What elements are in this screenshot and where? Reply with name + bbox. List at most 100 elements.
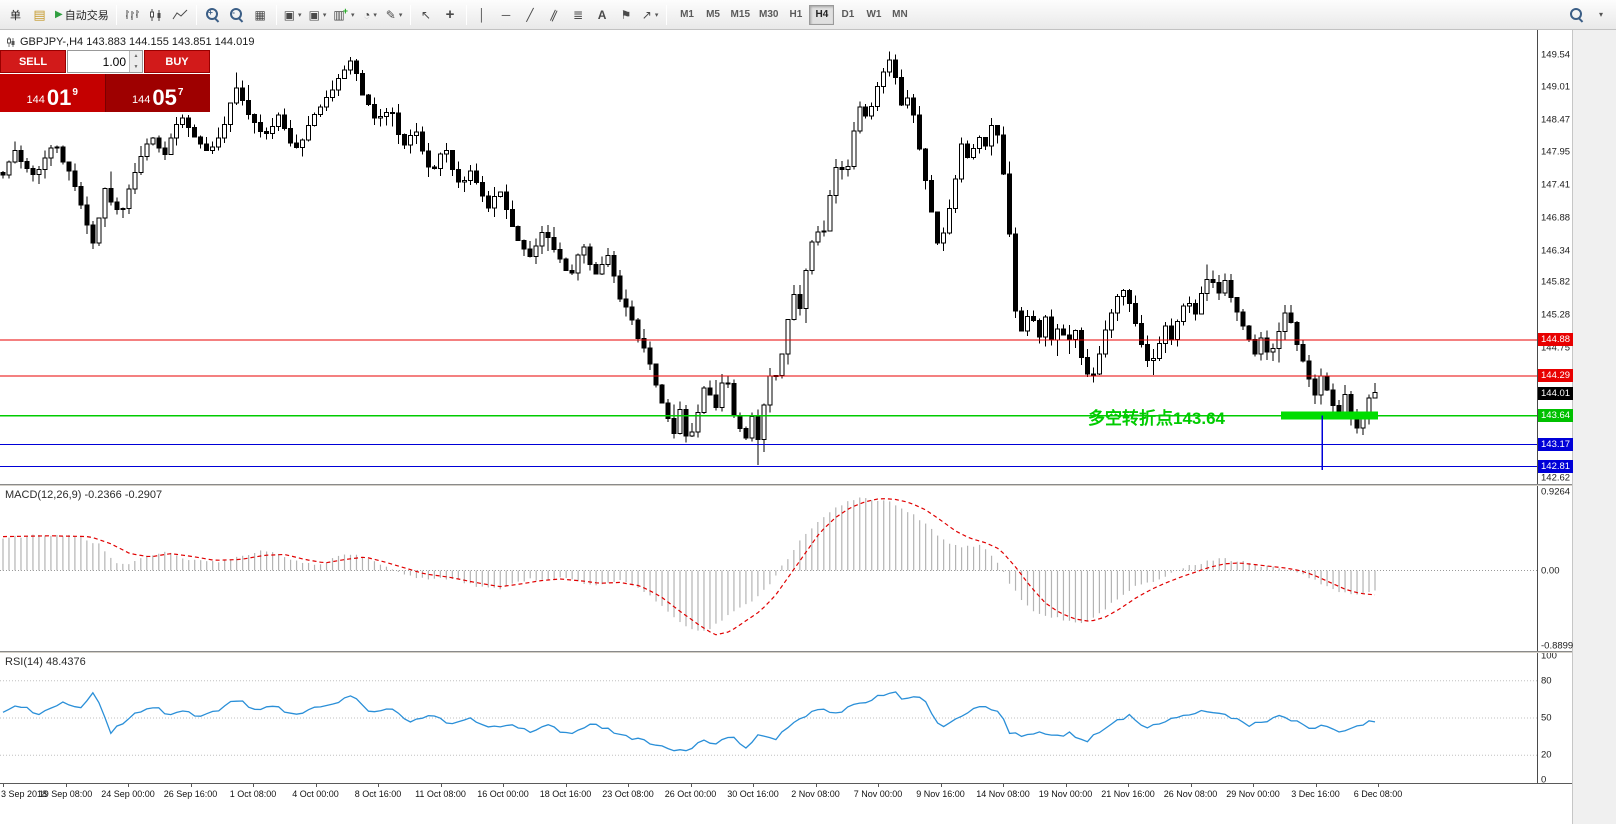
clock-icon: ◔ [363,7,371,22]
timeframe-m15[interactable]: M15 [727,5,754,25]
timeframe-mn[interactable]: MN [887,5,912,25]
vertical-line-button[interactable]: │ [471,3,494,27]
crosshair-button[interactable]: + [439,3,462,27]
toolbar-separator [195,4,197,25]
horizontal-line-button[interactable]: ─ [495,3,518,27]
label-tool-button[interactable]: ⚑ [615,3,638,27]
time-axis-label: 3 Sep 2018 [1,789,48,799]
order-stack-button[interactable]: ▤ [28,3,51,27]
arrange-windows-button[interactable]: ▣ ▾ [306,3,330,27]
cascade-windows-button[interactable]: ▣ ▾ [281,3,305,27]
new-order-button[interactable]: 单 [4,3,27,27]
arrow-icon: ↗ [641,7,652,22]
channel-button[interactable]: ∥ [543,3,566,27]
time-axis[interactable]: 3 Sep 2018 19 Sep 08:00 24 Sep 00:00 26 Sep… [0,783,1572,802]
main-toolbar: 单 ▤ ▶ 自动交易 + [0,0,1616,30]
tile-windows-icon: ▦ [254,7,266,22]
time-axis-tick [65,784,67,787]
price-axis-label: 142.62 [1541,472,1571,484]
panel-splitter[interactable] [0,484,1572,486]
timeframe-m1[interactable]: M1 [675,5,700,25]
line-chart-button[interactable] [169,3,192,27]
new-chart-button[interactable]: ▥ + ▾ [330,3,357,27]
price-tag: 144.01 [1538,386,1573,400]
new-order-label: 单 [10,9,21,22]
time-axis-label: 29 Nov 00:00 [1226,789,1280,799]
template-button[interactable]: ✎ ▾ [383,3,406,27]
text-tool-button[interactable]: A [591,3,614,27]
panel-splitter[interactable] [0,651,1572,653]
arrows-tool-button[interactable]: ↗ ▾ [639,3,662,27]
buy-button[interactable]: BUY [144,50,210,73]
time-axis-label: 21 Nov 16:00 [1101,789,1155,799]
macd-indicator-label: MACD(12,26,9) -0.2366 -0.2907 [5,489,163,501]
price-axis[interactable]: 149.54 149.01 148.47 147.95 147.41 146.88 146.… [1537,30,1574,786]
time-axis-tick [1253,784,1254,787]
time-axis-label: 1 Oct 08:00 [229,789,277,799]
chevron-down-icon: ▾ [398,11,403,19]
time-axis-tick [753,784,754,787]
search-icon [1569,7,1584,22]
price-axis-label: 147.41 [1541,179,1571,191]
toolbar-more-button[interactable]: ▾ [1589,3,1612,27]
zoom-out-button[interactable]: - [225,3,248,27]
time-axis-tick [1315,784,1317,787]
price-chart[interactable] [0,30,1537,485]
timeframe-d1[interactable]: D1 [835,5,860,25]
ask-price[interactable]: 144 05 7 [104,74,210,112]
time-axis-tick [690,784,692,787]
time-axis-label: 6 Dec 08:00 [1353,789,1403,799]
zoom-in-button[interactable]: + [201,3,224,27]
volume-down-icon[interactable]: ▼ [130,61,142,72]
time-axis-tick [878,784,879,787]
time-axis-label: 26 Oct 00:00 [664,789,717,799]
bar-chart-icon [126,9,140,20]
cursor-icon: ↖ [421,7,432,22]
time-axis-tick [1190,784,1192,787]
bid-price[interactable]: 144 01 9 [0,74,105,112]
volume-up-icon[interactable]: ▲ [130,51,142,62]
fibonacci-button[interactable]: ≣ [567,3,590,27]
candlestick-chart-button[interactable] [145,3,168,27]
chevron-down-icon: ▾ [298,11,302,19]
autotrade-button[interactable]: ▶ 自动交易 [52,3,112,27]
time-axis-label: 30 Oct 16:00 [727,789,779,799]
price-tag: 144.29 [1538,369,1573,383]
price-tag: 143.64 [1538,409,1573,423]
period-button[interactable]: ◔ ▾ [359,3,382,27]
text-tool-icon: A [597,7,607,22]
volume-field[interactable]: 1.00 ▲ ▼ [67,50,143,73]
chevron-down-icon: ▾ [351,11,355,19]
price-axis-label: 146.34 [1541,245,1571,257]
cursor-button[interactable]: ↖ [415,3,438,27]
macd-chart[interactable] [0,486,1537,651]
macd-axis-label: -0.8899 [1541,640,1574,652]
autotrade-label: 自动交易 [64,9,109,22]
horizontal-line-icon: ─ [501,7,511,22]
time-axis-label: 26 Nov 08:00 [1163,789,1218,799]
timeframe-m5[interactable]: M5 [701,5,726,25]
timeframe-w1[interactable]: W1 [861,5,886,25]
flag-icon: ⚑ [620,7,632,22]
bar-chart-button[interactable] [121,3,144,27]
search-button[interactable] [1565,3,1588,27]
timeframe-h1[interactable]: H1 [783,5,808,25]
timeframe-h4[interactable]: H4 [809,4,835,25]
time-axis-label: 18 Oct 16:00 [539,789,592,799]
time-axis-label: 8 Oct 16:00 [354,789,402,799]
trendline-button[interactable]: ╱ [519,3,542,27]
time-axis-label: 9 Nov 16:00 [916,789,965,799]
cascade-windows-icon: ▣ [283,7,296,22]
time-axis-label: 19 Nov 00:00 [1038,789,1093,799]
sell-button[interactable]: SELL [0,50,66,73]
tile-windows-button[interactable]: ▦ [249,3,272,27]
time-axis-tick [3,784,4,787]
autotrade-play-icon: ▶ [55,8,63,20]
rsi-axis-label: 0 [1541,774,1547,786]
time-axis-tick [503,784,504,787]
price-axis-label: 144.75 [1541,342,1571,354]
rsi-chart[interactable] [0,653,1537,783]
time-axis-label: 16 Oct 00:00 [477,789,529,799]
time-axis-label: 4 Oct 00:00 [292,789,339,799]
timeframe-m30[interactable]: M30 [755,5,782,25]
